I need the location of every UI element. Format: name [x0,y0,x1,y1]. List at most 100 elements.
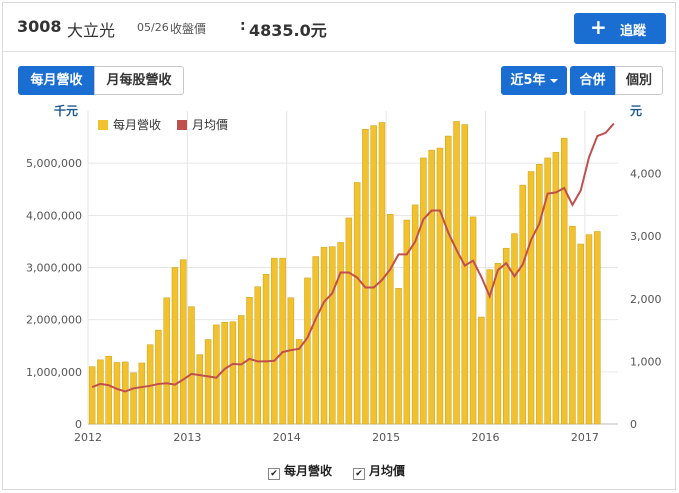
revenue-bar [180,259,187,425]
revenue-bar [469,216,477,425]
plus-icon: + [590,15,607,39]
close-price-label: 收盤價 [170,22,207,36]
quote-date: 05/26 [137,21,169,34]
x-tick-label: 2012 [74,431,102,444]
bottom-legend-avg-price[interactable]: ✔ 月均價 [353,462,405,480]
bottom-legend-revenue-label: 每月營收 [284,464,333,478]
revenue-bar [585,234,593,425]
revenue-bar [519,184,526,425]
legend-revenue-swatch [98,120,108,130]
right-axis-title: 元 [630,104,642,118]
tab-monthly-revenue[interactable]: 每月營收 [18,66,95,95]
revenue-bar [403,219,411,425]
revenue-bar [204,339,212,425]
checkbox-checked-icon[interactable]: ✔ [353,468,365,480]
revenue-bar [345,217,353,425]
revenue-bar [337,242,344,425]
revenue-chart: 0 1,000,000 2,000,000 3,000,000 4,000,000 5,0… [26,103,662,444]
price-colon: : [240,18,246,34]
stock-header: 3008 大立光 05/26 收盤價 : 4835.0元 + 追蹤 [3,3,675,52]
revenue-bar [486,269,493,425]
revenue-bar [196,354,204,425]
y-tick-left-label: 1,000,000 [26,366,82,379]
revenue-bar [378,122,386,425]
revenue-bar [221,322,228,425]
revenue-bar [304,277,311,425]
close-price: 4835.0元 [249,21,327,40]
avg-price-line [91,122,615,393]
y-tick-right-label: 3,000 [630,230,662,243]
left-axis-title: 千元 [54,103,78,118]
revenue-bar [105,355,112,425]
revenue-bar [370,125,377,425]
stock-name: 大立光 [67,21,116,40]
revenue-bar [411,204,419,425]
x-tick-label: 2015 [372,431,400,444]
range-label: 近5年 [510,73,546,88]
revenue-bar [453,121,460,425]
y-tick-left-label: 0 [75,418,82,431]
y-tick-left-label: 3,000,000 [26,262,82,275]
range-dropdown[interactable]: 近5年 [501,66,567,95]
revenue-bar [353,182,361,425]
revenue-bar [138,362,146,425]
revenue-bar [88,366,96,425]
revenue-bar [97,359,104,425]
legend-avg-price-swatch [177,120,187,130]
revenue-bar [511,233,518,425]
revenue-bar [478,316,485,425]
revenue-bar [287,297,295,425]
bottom-legend-revenue[interactable]: ✔ 每月營收 [268,462,332,480]
y-tick-left-label: 2,000,000 [26,314,82,327]
tab-monthly-eps[interactable]: 月每股營收 [94,66,184,95]
bottom-legend-avg-price-label: 月均價 [369,464,406,478]
revenue-bar [560,137,568,425]
revenue-bar [387,214,394,425]
revenue-bar [362,129,369,425]
revenue-bar [502,247,510,425]
individual-button[interactable]: 個別 [615,66,663,95]
legend-avg-price-label: 月均價 [192,118,228,132]
revenue-bar [445,135,452,425]
checkbox-checked-icon[interactable]: ✔ [268,468,280,480]
revenue-bar [569,226,576,425]
revenue-bar [254,286,261,425]
revenue-bar [577,243,584,425]
revenue-bar [229,321,237,425]
revenue-bar [594,231,601,425]
follow-label: 追蹤 [620,24,647,39]
y-tick-right-label: 2,000 [630,293,662,306]
x-tick-label: 2016 [472,431,500,444]
x-tick-label: 2017 [571,431,599,444]
revenue-bar [420,157,427,425]
revenue-bar [113,362,121,425]
revenue-bar [552,151,560,425]
revenue-bar [295,339,303,425]
revenue-bar [544,157,551,425]
revenue-bar [312,256,319,425]
y-tick-left-label: 5,000,000 [26,157,82,170]
x-tick-label: 2014 [273,431,301,444]
revenue-bar [320,246,328,425]
stock-code: 3008 [17,17,62,36]
revenue-bar [428,149,435,425]
revenue-bar [279,257,286,425]
revenue-bar [271,257,278,425]
x-tick-label: 2013 [173,431,201,444]
revenue-bar [536,163,543,425]
y-tick-right-label: 1,000 [630,355,662,368]
revenue-bar [262,274,270,425]
follow-button[interactable]: + 追蹤 [574,13,666,44]
revenue-bar [171,267,179,425]
y-tick-right-label: 0 [630,418,637,431]
caret-down-icon [549,78,558,83]
y-tick-right-label: 4,000 [630,168,662,181]
consolidated-button[interactable]: 合併 [570,66,615,95]
revenue-bar [395,288,402,425]
revenue-bar [130,372,137,425]
revenue-bar [527,171,535,425]
y-tick-left-label: 4,000,000 [26,209,82,222]
revenue-bar [237,315,245,425]
revenue-bar [329,246,336,425]
revenue-bar [122,361,129,425]
